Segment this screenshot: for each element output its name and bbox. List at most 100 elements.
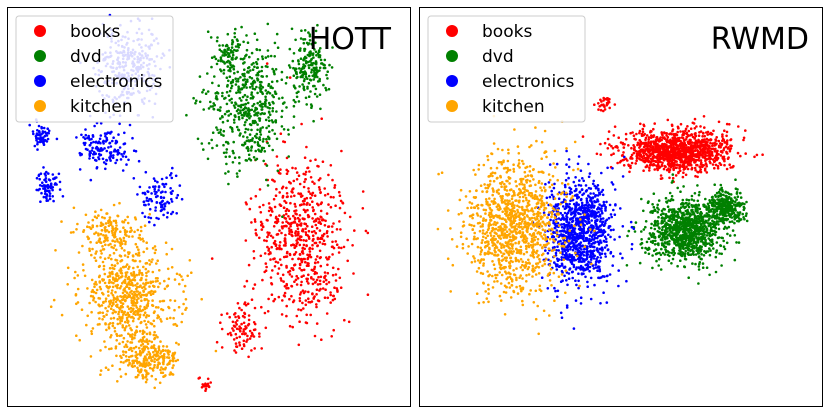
point-kitchen: [105, 212, 109, 215]
point-dvd: [206, 30, 210, 33]
point-books: [291, 325, 295, 329]
point-electronics: [131, 136, 134, 140]
point-electronics: [91, 156, 95, 160]
point-books: [307, 235, 311, 239]
point-electronics: [164, 190, 167, 194]
point-kitchen: [161, 371, 165, 375]
point-books: [635, 159, 638, 162]
point-electronics: [145, 196, 149, 200]
point-dvd: [216, 128, 219, 132]
point-dvd: [232, 104, 236, 107]
point-kitchen: [89, 355, 93, 358]
point-books: [331, 266, 335, 270]
point-electronics: [134, 149, 138, 153]
point-books: [296, 241, 299, 244]
point-electronics: [75, 136, 78, 139]
point-dvd: [255, 62, 259, 66]
point-books: [324, 274, 327, 278]
point-books: [246, 334, 249, 338]
point-kitchen: [125, 271, 129, 274]
point-kitchen: [119, 360, 123, 364]
point-kitchen: [130, 364, 134, 368]
point-books: [244, 239, 248, 242]
point-dvd: [267, 119, 271, 123]
point-books: [275, 187, 278, 191]
point-kitchen: [142, 265, 145, 269]
point-electronics: [92, 140, 95, 144]
point-books: [622, 151, 625, 154]
point-books: [662, 167, 666, 171]
point-kitchen: [137, 254, 141, 257]
point-dvd: [258, 48, 262, 52]
point-books: [614, 145, 617, 149]
point-electronics: [171, 166, 174, 170]
point-dvd: [202, 88, 205, 92]
point-dvd: [274, 68, 278, 71]
point-books: [663, 131, 666, 135]
point-dvd: [287, 133, 291, 136]
point-books: [298, 293, 302, 296]
point-kitchen: [158, 282, 162, 285]
point-books: [337, 267, 340, 271]
point-dvd: [226, 32, 230, 36]
point-dvd: [231, 161, 235, 164]
point-dvd: [212, 107, 216, 111]
point-dvd: [221, 94, 224, 98]
point-dvd: [252, 102, 256, 106]
point-books: [229, 333, 233, 337]
point-books: [273, 297, 277, 301]
point-books: [298, 320, 301, 324]
point-dvd: [206, 72, 209, 75]
point-books: [278, 241, 282, 244]
point-kitchen: [81, 244, 84, 248]
point-books: [283, 295, 287, 298]
point-books: [294, 212, 297, 215]
point-books: [332, 222, 335, 225]
point-kitchen: [167, 356, 171, 359]
point-dvd: [309, 103, 313, 106]
point-electronics: [42, 195, 46, 199]
point-electronics: [37, 124, 41, 128]
point-books: [346, 238, 350, 242]
point-dvd: [271, 100, 275, 104]
point-dvd: [718, 252, 721, 255]
point-kitchen: [98, 280, 102, 283]
point-books: [300, 268, 303, 272]
point-books: [314, 231, 318, 235]
point-dvd: [241, 57, 245, 61]
point-electronics: [96, 148, 99, 152]
point-books: [293, 220, 296, 223]
point-kitchen: [110, 281, 113, 284]
point-dvd: [259, 112, 263, 116]
point-kitchen: [102, 234, 105, 237]
point-electronics: [48, 194, 51, 198]
point-books: [323, 242, 327, 246]
point-dvd: [215, 144, 219, 147]
point-kitchen: [161, 349, 165, 353]
hott-legend-label-dvd: dvd: [70, 47, 102, 67]
point-dvd: [248, 86, 252, 89]
point-books: [314, 223, 318, 227]
point-dvd: [708, 253, 712, 257]
point-kitchen: [139, 352, 143, 355]
point-books: [248, 337, 252, 340]
point-electronics: [44, 132, 48, 135]
point-books: [683, 150, 686, 153]
point-electronics: [110, 130, 113, 134]
point-books: [235, 323, 238, 326]
point-books: [610, 153, 613, 157]
point-books: [686, 140, 690, 144]
point-kitchen: [144, 278, 148, 282]
point-dvd: [230, 51, 233, 54]
point-electronics: [107, 146, 110, 149]
point-kitchen: [133, 333, 137, 337]
point-dvd: [196, 137, 200, 141]
point-dvd: [211, 146, 214, 150]
point-books: [238, 325, 241, 328]
point-books: [653, 122, 656, 125]
point-books: [638, 129, 642, 133]
point-books: [299, 291, 303, 294]
point-books: [645, 153, 648, 156]
point-electronics: [80, 153, 83, 156]
point-books: [207, 385, 210, 388]
